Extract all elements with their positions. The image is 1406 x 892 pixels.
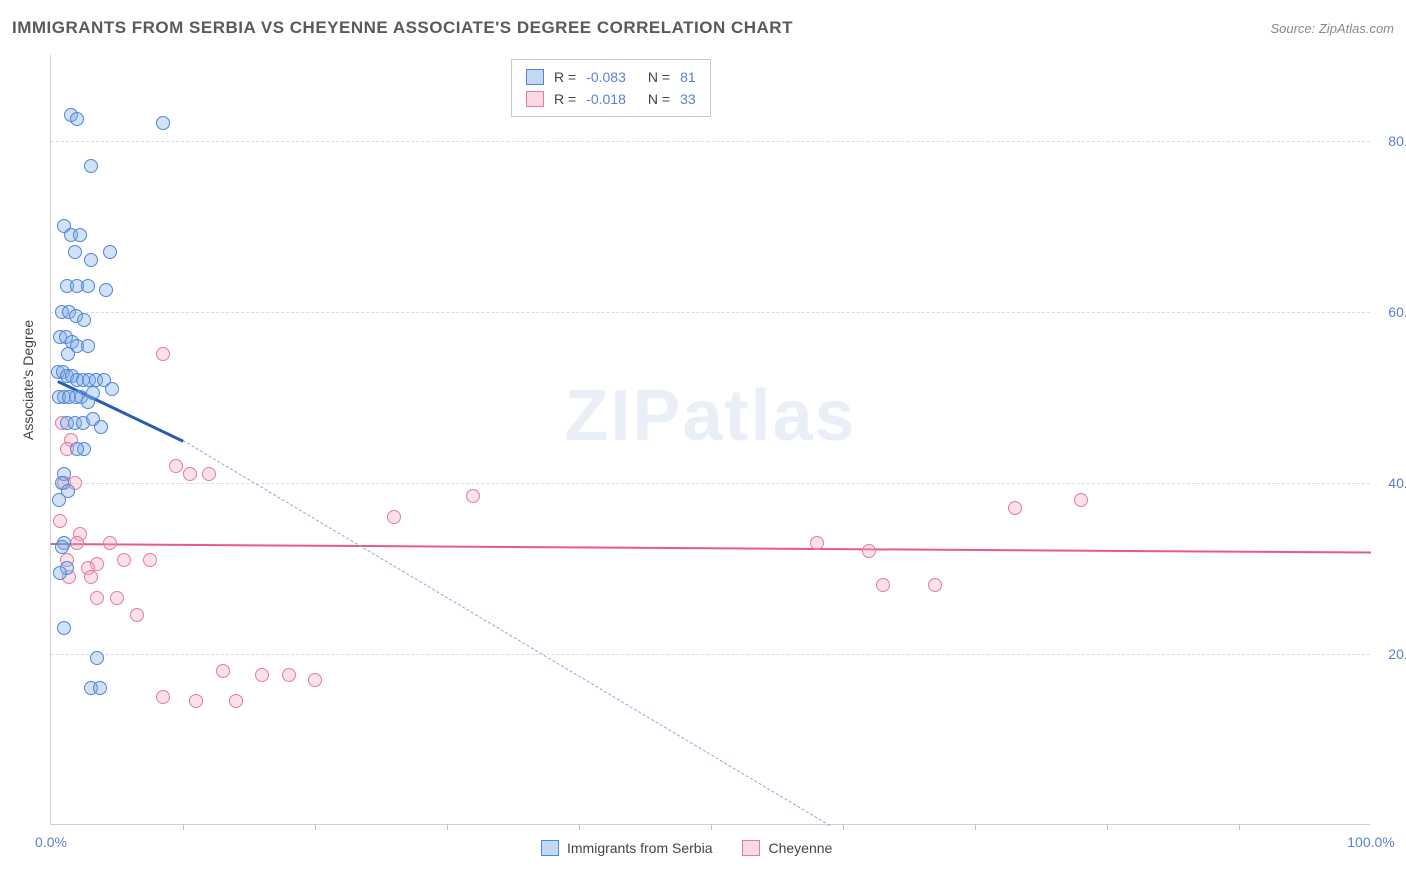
data-point (61, 347, 75, 361)
x-tick (975, 824, 976, 830)
legend-row: R = -0.083 N = 81 (526, 66, 696, 88)
data-point (183, 467, 197, 481)
data-point (52, 493, 66, 507)
legend-correlation: R = -0.083 N = 81 R = -0.018 N = 33 (511, 59, 711, 117)
data-point (862, 544, 876, 558)
data-point (84, 253, 98, 267)
x-tick (183, 824, 184, 830)
data-point (57, 621, 71, 635)
data-point (156, 116, 170, 130)
legend-n-value: 33 (680, 88, 696, 110)
legend-r-label: R = (554, 66, 576, 88)
data-point (84, 570, 98, 584)
x-tick (315, 824, 316, 830)
data-point (68, 245, 82, 259)
data-point (103, 245, 117, 259)
y-tick-label: 80.0% (1388, 133, 1406, 149)
legend-series: Immigrants from Serbia Cheyenne (541, 840, 832, 856)
x-tick (579, 824, 580, 830)
x-tick (1239, 824, 1240, 830)
x-tick (711, 824, 712, 830)
data-point (73, 228, 87, 242)
regression-line (183, 440, 830, 826)
data-point (81, 339, 95, 353)
data-point (282, 668, 296, 682)
gridline (51, 141, 1370, 142)
data-point (81, 279, 95, 293)
legend-n-value: 81 (680, 66, 696, 88)
data-point (93, 681, 107, 695)
data-point (387, 510, 401, 524)
data-point (466, 489, 480, 503)
data-point (229, 694, 243, 708)
data-point (1074, 493, 1088, 507)
data-point (70, 112, 84, 126)
data-point (169, 459, 183, 473)
data-point (70, 442, 84, 456)
x-tick-label: 0.0% (35, 834, 67, 850)
legend-row: R = -0.018 N = 33 (526, 88, 696, 110)
data-point (255, 668, 269, 682)
source-label: Source: ZipAtlas.com (1270, 21, 1394, 36)
data-point (928, 578, 942, 592)
data-point (105, 382, 119, 396)
legend-swatch-icon (541, 840, 559, 856)
y-tick-label: 60.0% (1388, 304, 1406, 320)
legend-item: Immigrants from Serbia (541, 840, 712, 856)
data-point (110, 591, 124, 605)
data-point (94, 420, 108, 434)
legend-n-label: N = (648, 88, 670, 110)
legend-item-label: Immigrants from Serbia (567, 840, 712, 856)
regression-line (51, 543, 1371, 554)
data-point (55, 540, 69, 554)
data-point (308, 673, 322, 687)
x-tick-label: 100.0% (1347, 834, 1394, 850)
legend-item: Cheyenne (742, 840, 832, 856)
gridline (51, 312, 1370, 313)
y-tick-label: 20.0% (1388, 646, 1406, 662)
data-point (876, 578, 890, 592)
data-point (130, 608, 144, 622)
data-point (70, 536, 84, 550)
data-point (90, 591, 104, 605)
data-point (99, 283, 113, 297)
data-point (216, 664, 230, 678)
legend-swatch-icon (526, 69, 544, 85)
legend-r-value: -0.018 (586, 88, 626, 110)
x-tick (1107, 824, 1108, 830)
data-point (1008, 501, 1022, 515)
data-point (810, 536, 824, 550)
legend-item-label: Cheyenne (768, 840, 832, 856)
data-point (202, 467, 216, 481)
gridline (51, 654, 1370, 655)
plot-area: ZIPatlas R = -0.083 N = 81 R = -0.018 N = 3… (50, 55, 1370, 825)
data-point (53, 514, 67, 528)
chart-title: IMMIGRANTS FROM SERBIA VS CHEYENNE ASSOC… (12, 18, 793, 38)
y-axis-label: Associate's Degree (20, 320, 36, 440)
legend-swatch-icon (526, 91, 544, 107)
watermark: ZIPatlas (564, 375, 856, 457)
data-point (143, 553, 157, 567)
data-point (103, 536, 117, 550)
x-tick (447, 824, 448, 830)
data-point (77, 313, 91, 327)
gridline (51, 483, 1370, 484)
data-point (117, 553, 131, 567)
y-tick-label: 40.0% (1388, 475, 1406, 491)
data-point (156, 690, 170, 704)
data-point (156, 347, 170, 361)
data-point (84, 159, 98, 173)
legend-r-label: R = (554, 88, 576, 110)
data-point (86, 386, 100, 400)
x-tick (843, 824, 844, 830)
legend-swatch-icon (742, 840, 760, 856)
data-point (189, 694, 203, 708)
data-point (90, 651, 104, 665)
legend-n-label: N = (648, 66, 670, 88)
data-point (53, 566, 67, 580)
legend-r-value: -0.083 (586, 66, 626, 88)
